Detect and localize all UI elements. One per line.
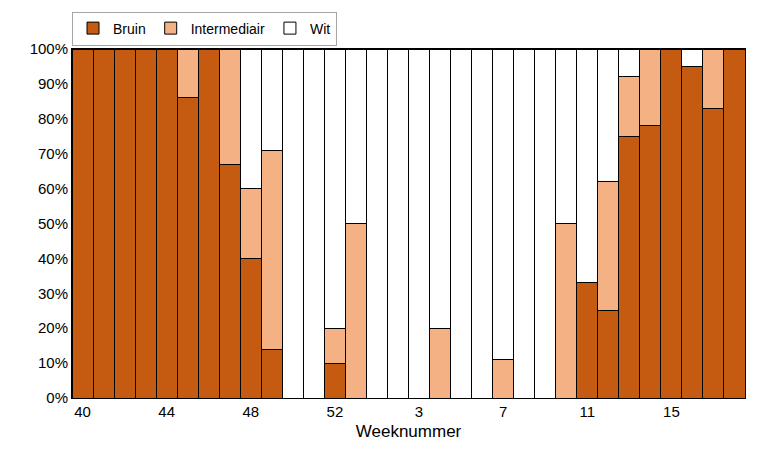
svg-text:52: 52 [327,403,344,420]
svg-text:Intermediair: Intermediair [191,21,265,37]
svg-text:0%: 0% [46,389,68,406]
svg-text:15: 15 [663,403,680,420]
svg-text:3: 3 [415,403,423,420]
svg-text:80%: 80% [38,110,68,127]
svg-text:40%: 40% [38,250,68,267]
svg-text:Bruin: Bruin [113,21,146,37]
svg-text:Wit: Wit [310,21,330,37]
svg-text:40: 40 [74,403,91,420]
svg-text:20%: 20% [38,319,68,336]
svg-text:48: 48 [242,403,259,420]
svg-text:10%: 10% [38,354,68,371]
svg-text:90%: 90% [38,75,68,92]
svg-text:60%: 60% [38,180,68,197]
svg-text:70%: 70% [38,145,68,162]
svg-text:Weeknummer: Weeknummer [356,422,462,441]
svg-text:30%: 30% [38,285,68,302]
svg-text:100%: 100% [30,40,68,57]
svg-text:7: 7 [499,403,507,420]
svg-text:50%: 50% [38,215,68,232]
svg-text:11: 11 [579,403,595,420]
svg-text:44: 44 [158,403,175,420]
